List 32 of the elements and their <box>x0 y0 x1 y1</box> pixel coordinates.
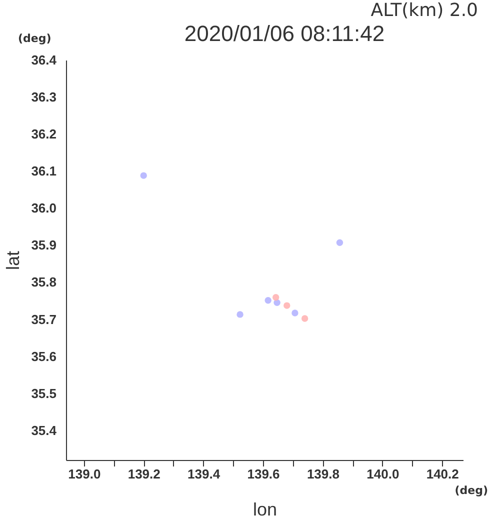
text: (deg) <box>18 32 52 45</box>
point <box>236 311 244 318</box>
y-tick-label: 36.0 <box>31 200 56 216</box>
x-tick-label: 140.0 <box>366 466 400 482</box>
y-tick-label: 35.6 <box>31 348 56 364</box>
text: (deg) <box>454 484 488 497</box>
point <box>284 302 290 309</box>
text: ALT(km) 2.0 <box>370 0 478 21</box>
x-tick-label: 139.0 <box>68 466 101 482</box>
point <box>264 297 272 304</box>
y-tick-label: 35.7 <box>31 312 56 327</box>
x-tick-label: 139.2 <box>128 466 160 482</box>
y-tick-label: 36.4 <box>31 52 58 68</box>
x-tick-label: 140.2 <box>426 466 459 482</box>
y-tick-label: 35.5 <box>31 386 56 401</box>
y-tick-label: 36.1 <box>31 164 56 179</box>
y-tick-label: 35.8 <box>31 274 56 290</box>
x-tick-label: 139.6 <box>247 466 280 482</box>
point <box>140 172 147 179</box>
y-axis-title: lat <box>3 250 24 270</box>
y-tick-label: 36.3 <box>31 90 56 105</box>
point <box>301 315 308 322</box>
point <box>272 294 280 301</box>
x-tick-label: 139.4 <box>188 466 221 482</box>
y-tick-label: 35.4 <box>31 422 58 438</box>
chart-title: 2020/01/06 08:11:42 <box>184 21 385 46</box>
x-tick-label: 139.8 <box>306 466 340 482</box>
point <box>336 239 344 246</box>
y-tick-label: 35.9 <box>31 238 56 253</box>
point <box>292 310 298 316</box>
x-axis-title: lon <box>252 500 278 520</box>
y-tick-label: 36.2 <box>31 126 56 142</box>
